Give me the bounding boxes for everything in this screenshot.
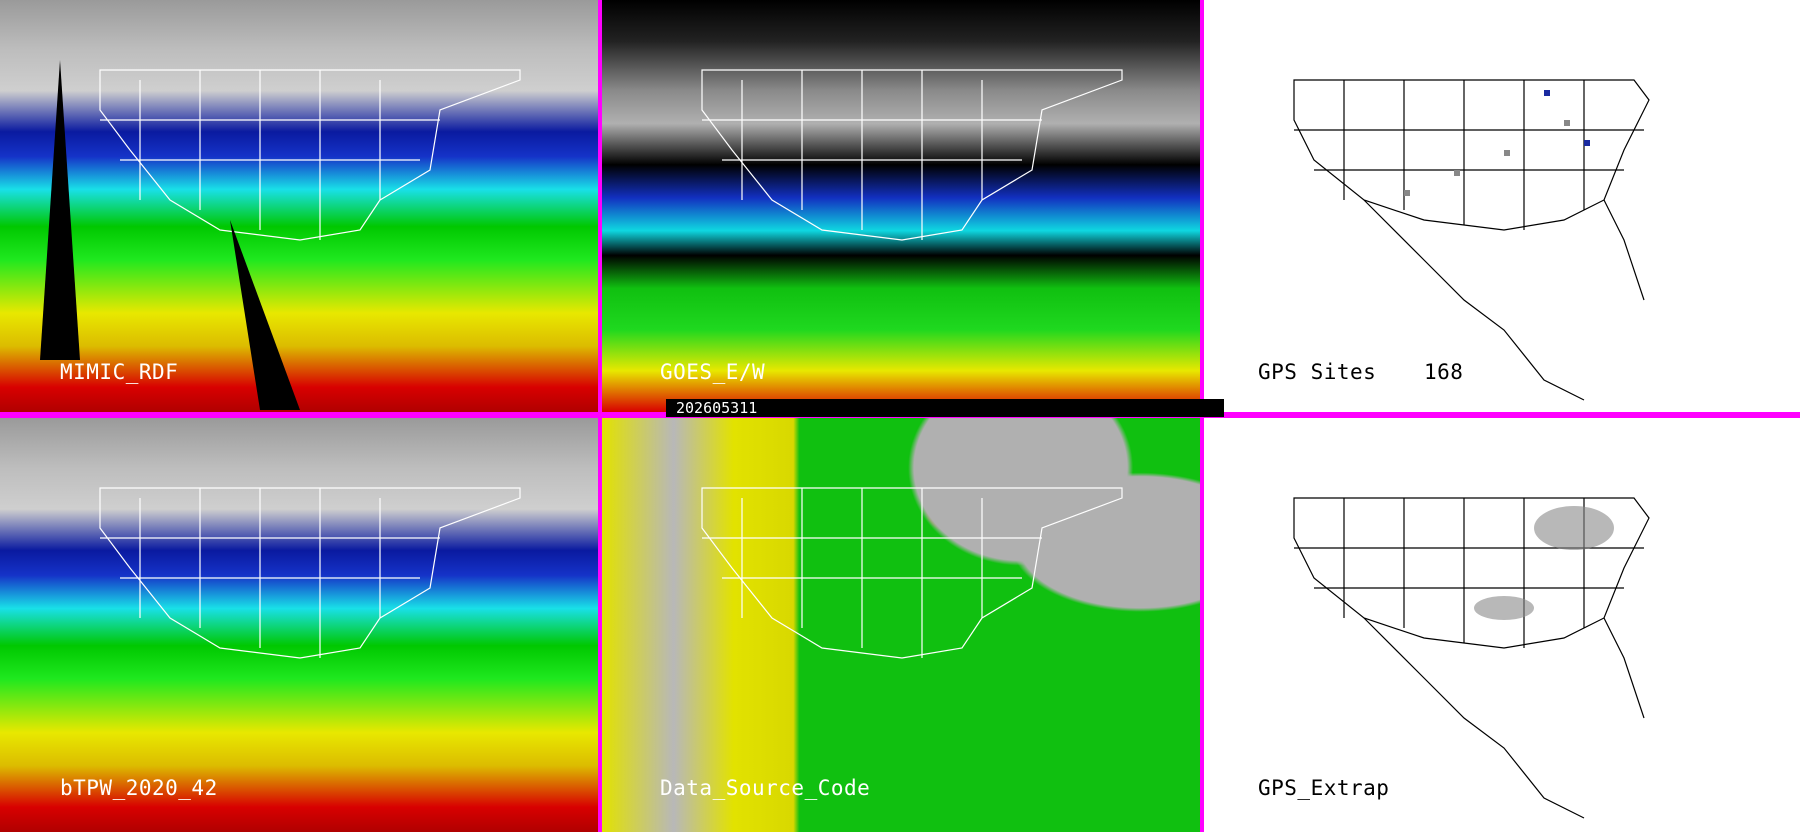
gps-site-marker	[1504, 150, 1510, 156]
data-source-overlay	[602, 418, 1200, 832]
panel-data-source-code[interactable]: Data_Source_Code	[602, 418, 1200, 832]
panel-goes-ew[interactable]: GOES_E/W	[602, 0, 1200, 412]
state-boundaries-overlay	[701, 487, 1123, 659]
state-boundaries-overlay	[99, 487, 521, 659]
panel-btpw[interactable]: bTPW_2020_42	[0, 418, 598, 832]
gps-site-marker	[1544, 90, 1550, 96]
tpw-image	[0, 418, 598, 832]
state-boundaries-overlay	[701, 69, 1123, 241]
panel-gps-extrap[interactable]: GPS_Extrap	[1204, 418, 1800, 832]
panel-label: GPS_Extrap	[1258, 776, 1390, 800]
timestamp-bar: 202605311	[666, 399, 1224, 417]
panel-label: GPS Sites	[1258, 360, 1377, 384]
gps-site-count: 168	[1424, 360, 1464, 384]
white-background	[1204, 418, 1800, 832]
goes-image	[602, 0, 1200, 412]
state-boundaries-map	[1293, 79, 1650, 401]
panel-label: Data_Source_Code	[660, 776, 871, 800]
state-boundaries-overlay	[40, 60, 521, 410]
gps-site-marker	[1584, 140, 1590, 146]
state-boundaries-map	[1293, 497, 1650, 819]
tpw-image	[0, 0, 598, 412]
panel-label: MIMIC_RDF	[60, 360, 179, 384]
white-background	[1204, 0, 1800, 412]
gps-site-marker	[1454, 170, 1460, 176]
panel-gps-sites[interactable]: GPS Sites 168	[1204, 0, 1800, 412]
panel-label: bTPW_2020_42	[60, 776, 218, 800]
panel-label: GOES_E/W	[660, 360, 766, 384]
gps-site-marker	[1564, 120, 1570, 126]
gps-site-marker	[1404, 190, 1410, 196]
panel-mimic-rdf[interactable]: MIMIC_RDF	[0, 0, 598, 412]
